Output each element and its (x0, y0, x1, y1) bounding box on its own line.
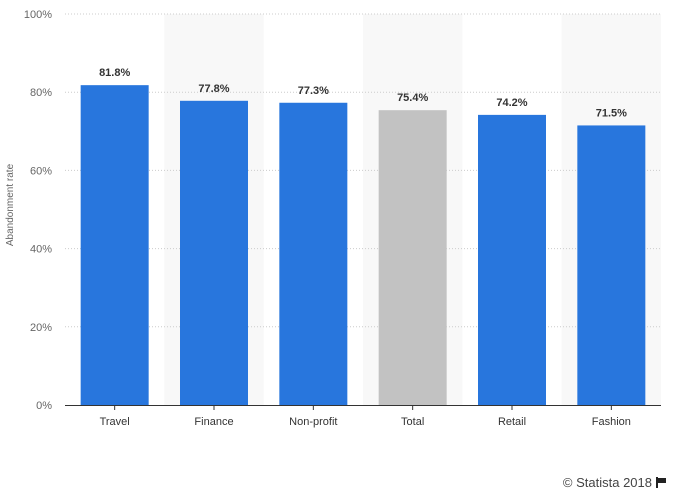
y-tick-label: 60% (30, 165, 52, 177)
category-label: Retail (498, 416, 526, 428)
statista-credit[interactable]: © Statista 2018 (563, 475, 666, 490)
category-label: Finance (194, 416, 233, 428)
data-label: 77.3% (298, 85, 329, 97)
category-label: Total (401, 416, 424, 428)
credit-text: © Statista 2018 (562, 475, 652, 490)
data-label: 77.8% (198, 83, 229, 95)
category-label: Travel (100, 416, 130, 428)
data-label: 81.8% (99, 67, 130, 79)
bar[interactable] (577, 125, 646, 405)
y-tick-label: 100% (24, 9, 52, 21)
y-tick-label: 40% (30, 244, 52, 256)
y-tick-label: 0% (36, 400, 52, 412)
y-axis-title: Abandonment rate (5, 163, 16, 246)
category-label: Non-profit (289, 416, 337, 428)
bar[interactable] (180, 100, 248, 405)
bar[interactable] (80, 85, 149, 406)
category-label: Fashion (592, 416, 631, 428)
labels: 0% 20% 40% 60% 80% 100% 81.8% Travel 77.8% Financ… (24, 9, 631, 428)
data-label: 75.4% (397, 92, 428, 104)
bar[interactable] (378, 110, 447, 405)
gridlines (65, 13, 661, 410)
y-tick-label: 80% (30, 87, 52, 99)
data-label: 71.5% (596, 107, 627, 119)
bars (80, 85, 646, 406)
y-tick-label: 20% (30, 322, 52, 334)
flag-icon[interactable] (656, 477, 666, 488)
data-label: 74.2% (496, 97, 527, 109)
bar[interactable] (478, 114, 546, 406)
bar[interactable] (279, 102, 348, 405)
